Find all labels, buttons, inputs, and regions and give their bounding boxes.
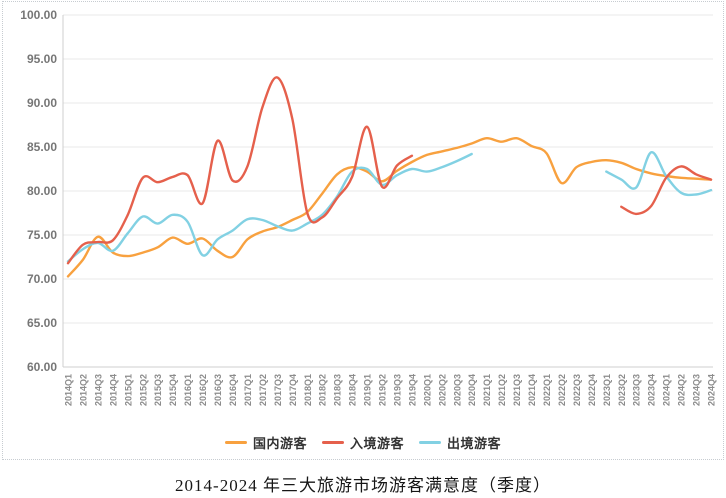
y-tick-label: 100.00 [20,8,57,22]
inbound-line-swatch [321,440,344,444]
x-tick-label: 2016Q1 [183,374,193,406]
x-tick-label: 2019Q3 [392,374,402,406]
y-tick-label: 95.00 [27,52,57,66]
x-tick-label: 2017Q2 [258,374,268,406]
x-tick-label: 2014Q3 [93,374,103,406]
x-tick-label: 2018Q2 [318,374,328,406]
y-axis-labels: 100.00 95.00 90.00 85.00 80.00 75.00 70.00 65.0… [20,8,57,374]
x-tick-label: 2024Q2 [677,374,687,406]
y-tick-label: 85.00 [27,140,57,154]
x-tick-label: 2020Q2 [437,374,447,406]
series-line-outbound [605,151,713,197]
x-tick-label: 2017Q4 [288,374,298,406]
x-tick-label: 2022Q2 [557,374,567,406]
series-line-outbound [66,152,473,263]
x-tick-label: 2018Q4 [348,374,358,406]
x-tick-label: 2016Q3 [213,374,223,406]
x-tick-label: 2024Q1 [662,374,672,406]
x-tick-label: 2015Q4 [168,374,178,406]
x-tick-label: 2019Q2 [378,374,388,406]
outbound-line-swatch [419,440,441,444]
series-line-inbound [66,76,414,265]
x-tick-label: 2018Q3 [333,374,343,406]
x-tick-label: 2021Q3 [512,374,522,406]
x-axis-labels: 2014Q1 2014Q2 2014Q3 2014Q4 2015Q1 2015Q2 2015… [64,374,717,406]
x-tick-label: 2016Q2 [198,374,208,406]
x-tick-label: 2023Q2 [617,374,627,406]
plot-area: 100.00 95.00 90.00 85.00 80.00 75.00 70.00 65.0… [3,2,723,426]
legend-label-inbound: 入境游客 [349,435,404,451]
legend-label-domestic: 国内游客 [252,435,307,451]
x-tick-label: 2022Q1 [542,374,552,406]
y-tick-label: 60.00 [27,360,57,374]
y-tick-label: 80.00 [27,184,57,198]
x-tick-label: 2015Q1 [123,374,133,406]
legend-label-outbound: 出境游客 [447,435,502,451]
x-tick-label: 2019Q4 [407,374,417,406]
x-tick-label: 2020Q4 [467,374,477,406]
x-tick-label: 2021Q1 [482,374,492,406]
chart-figure: 100.00 95.00 90.00 85.00 80.00 75.00 70.00 65.0… [2,1,724,460]
x-tick-label: 2016Q4 [228,374,238,406]
x-tick-label: 2023Q1 [602,374,612,406]
domestic-line-swatch [224,440,247,444]
x-tick-label: 2024Q3 [692,374,702,406]
x-tick-label: 2018Q1 [303,374,313,406]
y-tick-label: 65.00 [27,316,57,330]
legend-item-inbound: 入境游客 [321,433,404,452]
legend-item-domestic: 国内游客 [224,433,307,452]
x-tick-label: 2017Q3 [273,374,283,406]
x-tick-label: 2020Q3 [452,374,462,406]
x-tick-label: 2019Q1 [363,374,373,406]
y-tick-label: 70.00 [27,272,57,286]
series-line-domestic [66,136,713,278]
x-tick-label: 2017Q1 [243,374,253,406]
y-tick-label: 75.00 [27,228,57,242]
x-tick-label: 2023Q3 [632,374,642,406]
x-tick-label: 2014Q2 [78,374,88,406]
series-line-inbound [620,165,713,216]
y-gridlines [63,14,713,368]
x-tick-label: 2022Q4 [587,374,597,406]
x-tick-label: 2021Q4 [527,374,537,406]
x-tick-label: 2023Q4 [647,374,657,406]
x-tick-label: 2021Q2 [497,374,507,406]
y-tick-label: 90.00 [27,96,57,110]
x-tick-label: 2024Q4 [707,374,717,406]
x-tick-label: 2022Q3 [572,374,582,406]
x-tick-label: 2014Q1 [64,374,74,406]
x-tick-label: 2020Q1 [422,374,432,406]
legend-item-outbound: 出境游客 [419,433,501,452]
x-tick-label: 2015Q3 [153,374,163,406]
figure-caption: 2014-2024 年三大旅游市场游客满意度（季度） [175,476,551,495]
chart-legend: 国内游客 入境游客 出境游客 [3,426,723,458]
x-tick-label: 2014Q4 [108,374,118,406]
x-tick-label: 2015Q2 [138,374,148,406]
satisfaction-line-chart: 100.00 95.00 90.00 85.00 80.00 75.00 70.00 65.0… [20,8,717,406]
